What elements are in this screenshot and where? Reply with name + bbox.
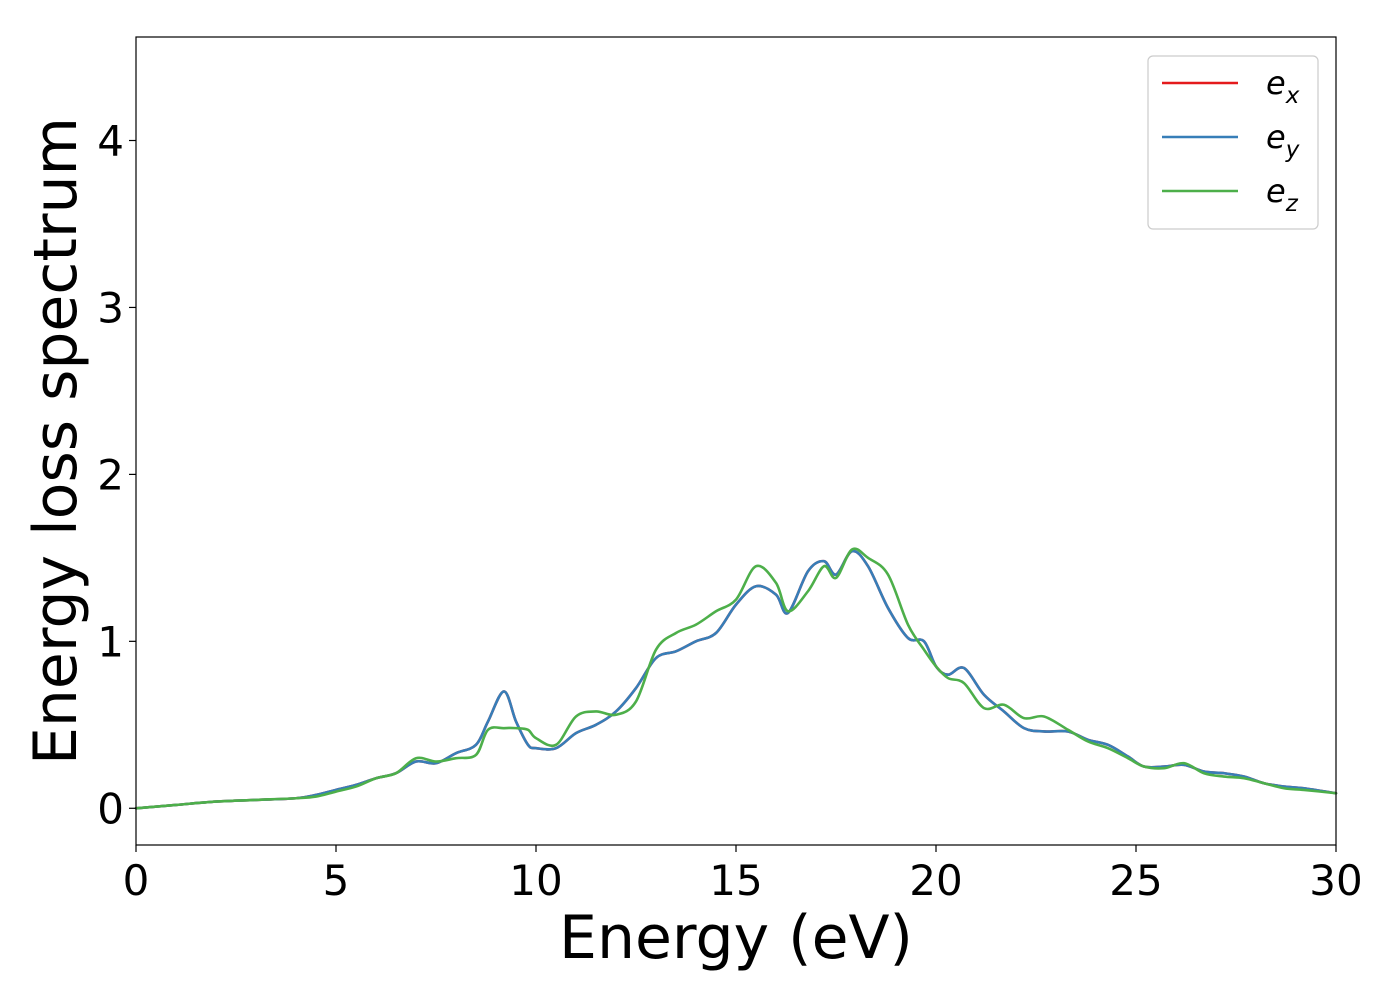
y-tick-label: 4 [97, 117, 124, 166]
series-lines [134, 547, 1338, 810]
x-tick-label: 10 [509, 856, 562, 905]
legend-label-z: ez [1266, 172, 1299, 217]
y-tick-label: 2 [97, 450, 124, 499]
x-tick-label: 15 [709, 856, 762, 905]
x-axis: 0 5 10 15 20 25 30 [123, 845, 1363, 905]
x-axis-label: Energy (eV) [559, 903, 913, 973]
series-line-e-y [134, 549, 1338, 810]
legend: ex ey ez [1147, 55, 1319, 230]
x-tick-label: 0 [123, 856, 150, 905]
legend-label-x: ex [1266, 64, 1300, 109]
legend-label-y: ey [1266, 118, 1300, 163]
y-tick-label: 0 [97, 784, 124, 833]
y-tick-label: 1 [97, 617, 124, 666]
series-line-e-z [134, 547, 1338, 810]
x-tick-label: 30 [1309, 856, 1362, 905]
legend-box [1147, 55, 1319, 230]
x-tick-label: 25 [1109, 856, 1162, 905]
y-tick-label: 3 [97, 283, 124, 332]
x-tick-label: 5 [323, 856, 350, 905]
y-axis-label: Energy loss spectrum [21, 117, 91, 765]
x-tick-label: 20 [909, 856, 962, 905]
y-axis: 0 1 2 3 4 [97, 117, 136, 833]
